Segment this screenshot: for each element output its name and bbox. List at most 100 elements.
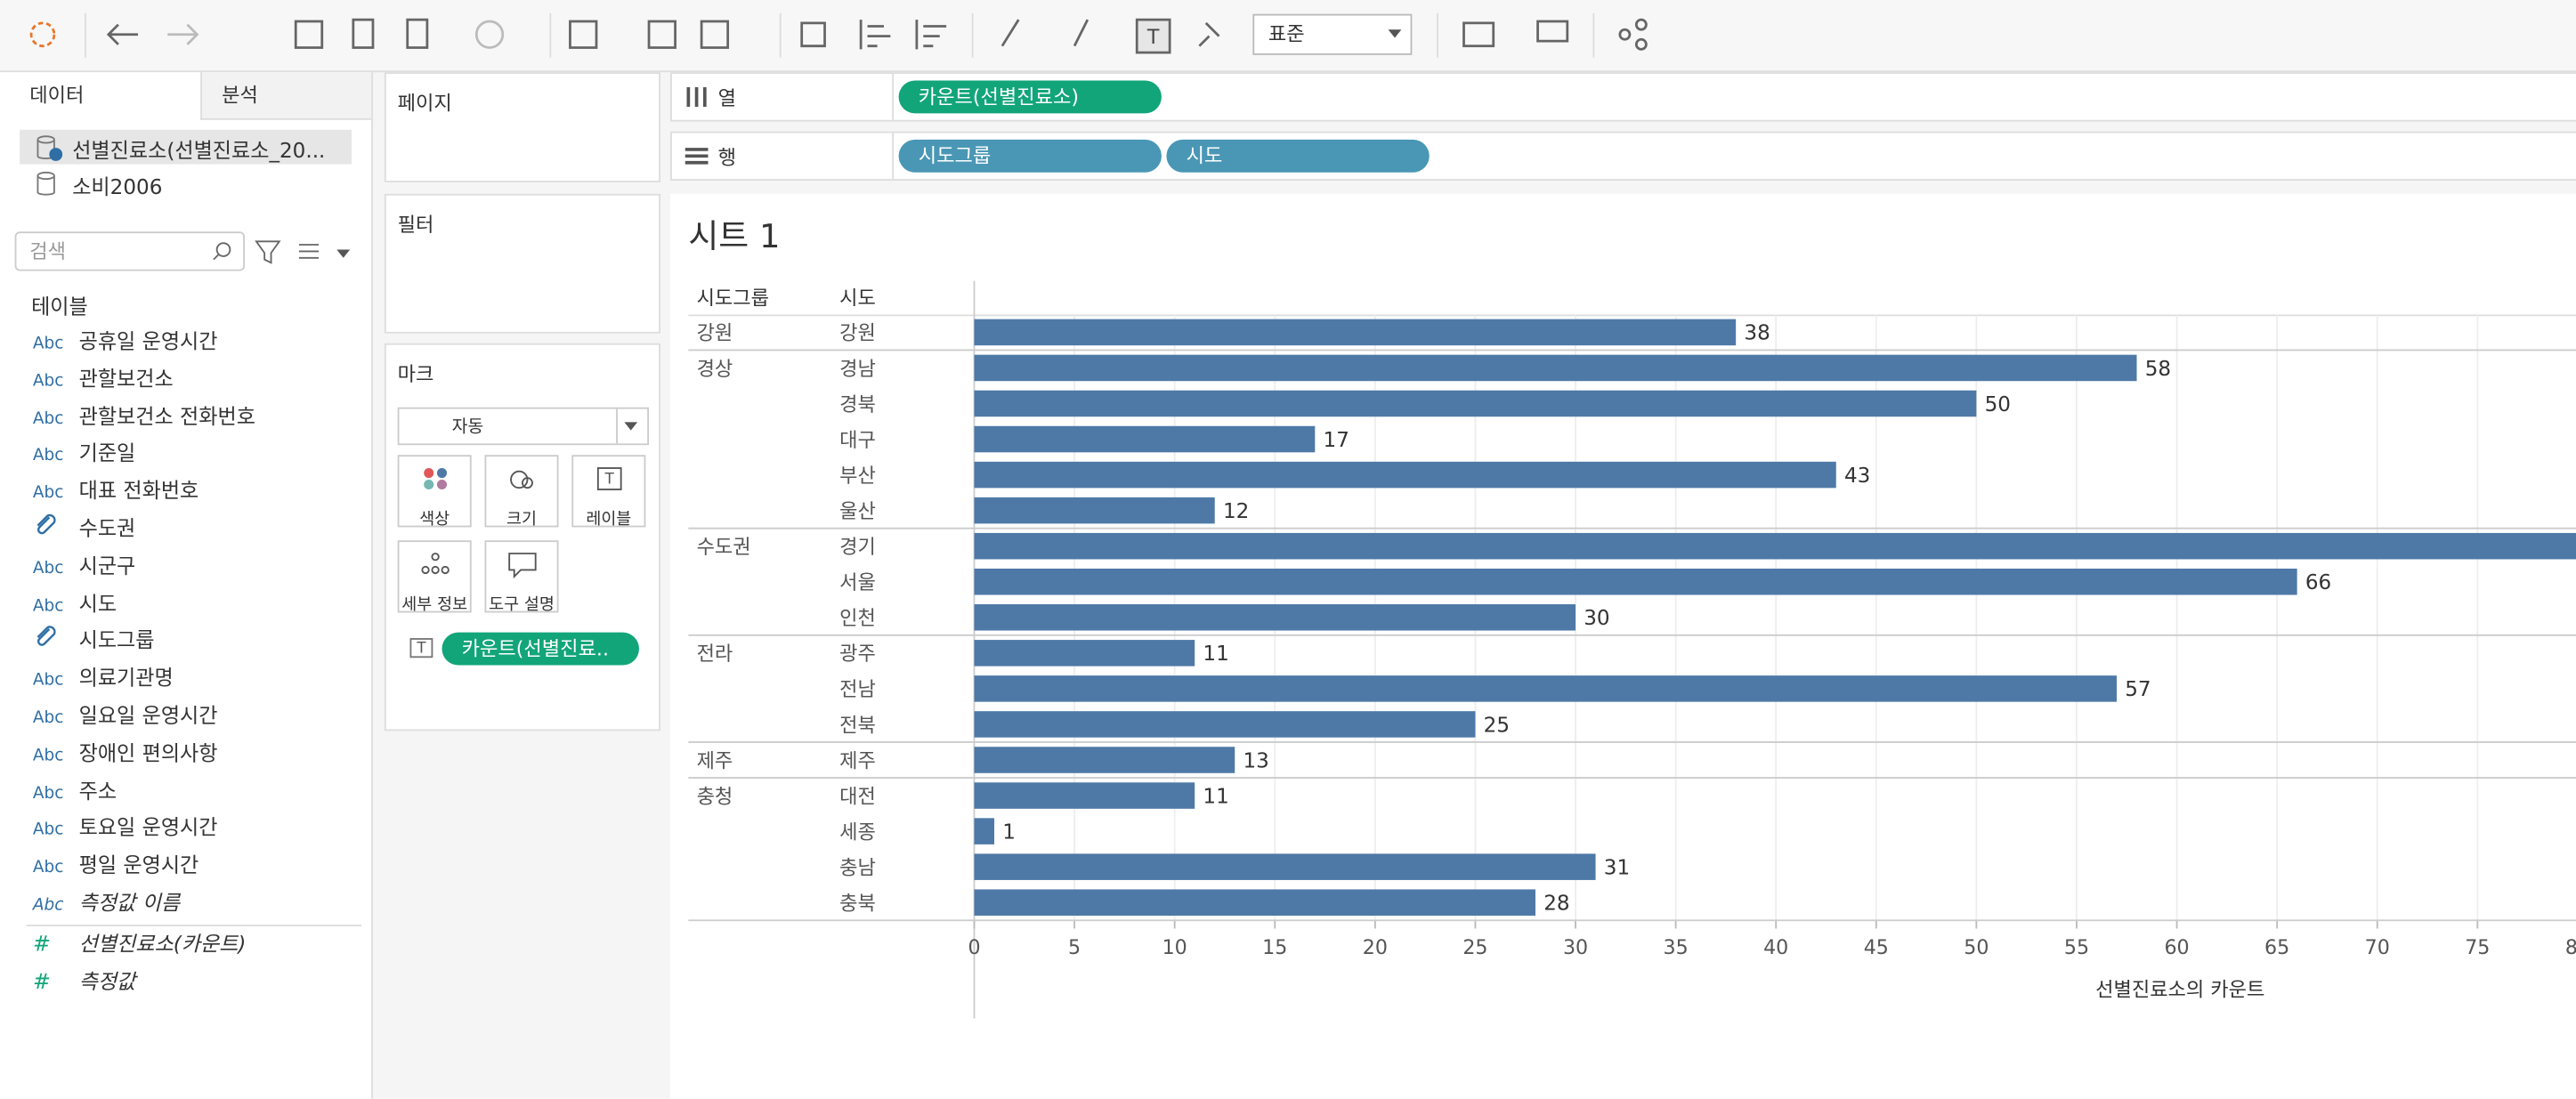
- pages-shelf: 페이지: [384, 72, 660, 182]
- group-label: 수도권: [697, 536, 751, 559]
- bar: [974, 390, 1977, 417]
- x-tick-label: 15: [1262, 936, 1287, 959]
- field-type-icon: Abc: [32, 821, 64, 840]
- shelf-pill[interactable]: 카운트(선별진료소): [898, 80, 1162, 114]
- field[interactable]: Abc 관할보건소 전화번호: [33, 400, 255, 433]
- shelf-pill[interactable]: 시도그룹: [898, 139, 1162, 173]
- field[interactable]: Abc 시도: [33, 587, 117, 620]
- field[interactable]: # 선별진료소(카운트): [33, 928, 247, 961]
- marks-pill[interactable]: 카운트(선별진료..: [441, 632, 639, 666]
- field[interactable]: Abc 장애인 편의사항: [33, 737, 218, 770]
- bar: [974, 319, 1737, 346]
- data-source[interactable]: 소비2006: [72, 174, 163, 199]
- field[interactable]: Abc 일요일 운영시간: [33, 699, 218, 732]
- field-name: 측정값 이름: [78, 890, 181, 916]
- svg-text:T: T: [1146, 26, 1160, 49]
- field[interactable]: Abc 관할보건소: [33, 363, 174, 396]
- field-type-icon: Abc: [32, 447, 64, 466]
- category-label: 제주: [839, 749, 876, 772]
- field[interactable]: Abc 시군구: [33, 550, 135, 583]
- data-label: 13: [1243, 749, 1268, 772]
- x-tick-label: 65: [2264, 936, 2289, 959]
- field[interactable]: Abc 대표 전화번호: [33, 475, 198, 508]
- tab-analysis[interactable]: 분석: [200, 72, 372, 120]
- bar: [974, 675, 2117, 702]
- db-icons: [36, 135, 63, 196]
- mark-button[interactable]: 크기: [484, 455, 559, 529]
- format-dropdown[interactable]: 표준: [1268, 22, 1305, 45]
- bar: [974, 818, 995, 844]
- field-type-icon: Abc: [32, 859, 64, 877]
- separator: [26, 925, 362, 926]
- field[interactable]: Abc 토요일 운영시간: [33, 812, 218, 844]
- field-name: 평일 운영시간: [78, 853, 199, 877]
- dropdown-arrow: [624, 422, 638, 431]
- bar: [974, 497, 1215, 524]
- mark-button[interactable]: 색상: [397, 455, 472, 529]
- category-label: 충북: [839, 893, 876, 916]
- field-name: 시도그룹: [78, 627, 155, 653]
- x-tick-label: 25: [1462, 936, 1487, 959]
- field-type-icon: Abc: [32, 747, 64, 765]
- x-tick-label: 80: [2565, 936, 2576, 959]
- field-name: 기준일: [78, 440, 136, 466]
- data-label: 50: [1985, 393, 2011, 416]
- mark-button[interactable]: T 레이블: [571, 455, 646, 529]
- x-tick-label: 20: [1363, 936, 1388, 959]
- category-label: 세종: [839, 820, 876, 844]
- data-label: 38: [1744, 322, 1770, 345]
- bar: [974, 604, 1576, 631]
- data-label: 58: [2145, 358, 2171, 381]
- category-label: 경북: [839, 393, 876, 416]
- field-name: 관할보건소: [78, 366, 174, 391]
- mark-type[interactable]: 자동: [397, 407, 650, 446]
- group-label: 전라: [697, 642, 733, 666]
- mark-button-label: 크기: [506, 511, 537, 529]
- field-name: 토요일 운영시간: [78, 815, 218, 840]
- bar: [974, 782, 1195, 809]
- x-axis-title: 선별진료소의 카운트: [2095, 978, 2264, 1001]
- field[interactable]: Abc 평일 운영시간: [33, 850, 198, 883]
- shelf-pill[interactable]: 시도: [1166, 139, 1430, 173]
- bar: [974, 640, 1195, 667]
- mark-button-icon: T: [596, 467, 622, 490]
- field[interactable]: Abc 측정값 이름: [33, 887, 180, 920]
- data-label: 28: [1543, 893, 1569, 916]
- field-name: 시도: [78, 590, 117, 616]
- category-label: 전북: [839, 714, 876, 737]
- field-type-icon: Abc: [32, 784, 64, 803]
- mark-button[interactable]: 세부 정보: [397, 540, 472, 614]
- x-tick-label: 10: [1162, 936, 1187, 959]
- field[interactable]: Abc 기준일: [33, 438, 135, 471]
- x-tick-label: 75: [2465, 936, 2490, 959]
- field[interactable]: Abc 공휴일 운영시간: [33, 325, 218, 358]
- paperclip-icon: [36, 626, 56, 647]
- field-name: 선별진료소(카운트): [78, 931, 247, 957]
- group-label: 충청: [697, 785, 733, 808]
- data-source[interactable]: 선별진료소(선별진료소_20...: [72, 138, 326, 163]
- field[interactable]: Abc 의료기관명: [33, 662, 174, 695]
- data-label: 25: [1484, 714, 1510, 737]
- bar: [974, 889, 1535, 916]
- data-label: 17: [1324, 429, 1349, 452]
- category-label: 대구: [839, 429, 876, 452]
- field-name: 시군구: [78, 553, 136, 578]
- mark-button[interactable]: 도구 설명: [484, 540, 559, 614]
- mark-button-label: 레이블: [586, 511, 632, 529]
- field[interactable]: Abc 주소: [33, 774, 117, 807]
- tab-data[interactable]: 데이터: [0, 72, 201, 120]
- field[interactable]: 시도그룹: [33, 625, 155, 658]
- shelf-title: 페이지: [397, 92, 452, 116]
- search-box[interactable]: 검색: [14, 231, 246, 271]
- field[interactable]: # 측정값: [33, 966, 135, 998]
- field[interactable]: 수도권: [33, 513, 135, 545]
- category-label: 강원: [839, 322, 876, 345]
- bar: [974, 853, 1596, 880]
- data-label: 12: [1223, 500, 1249, 523]
- group-label: 제주: [697, 749, 733, 772]
- field-type-icon: Abc: [32, 672, 64, 691]
- field-name: 의료기관명: [78, 665, 174, 691]
- field-type-icon: #: [32, 970, 52, 996]
- columns-shelf: 열 카운트(선별진료소): [670, 72, 2576, 122]
- x-tick-label: 70: [2365, 936, 2390, 959]
